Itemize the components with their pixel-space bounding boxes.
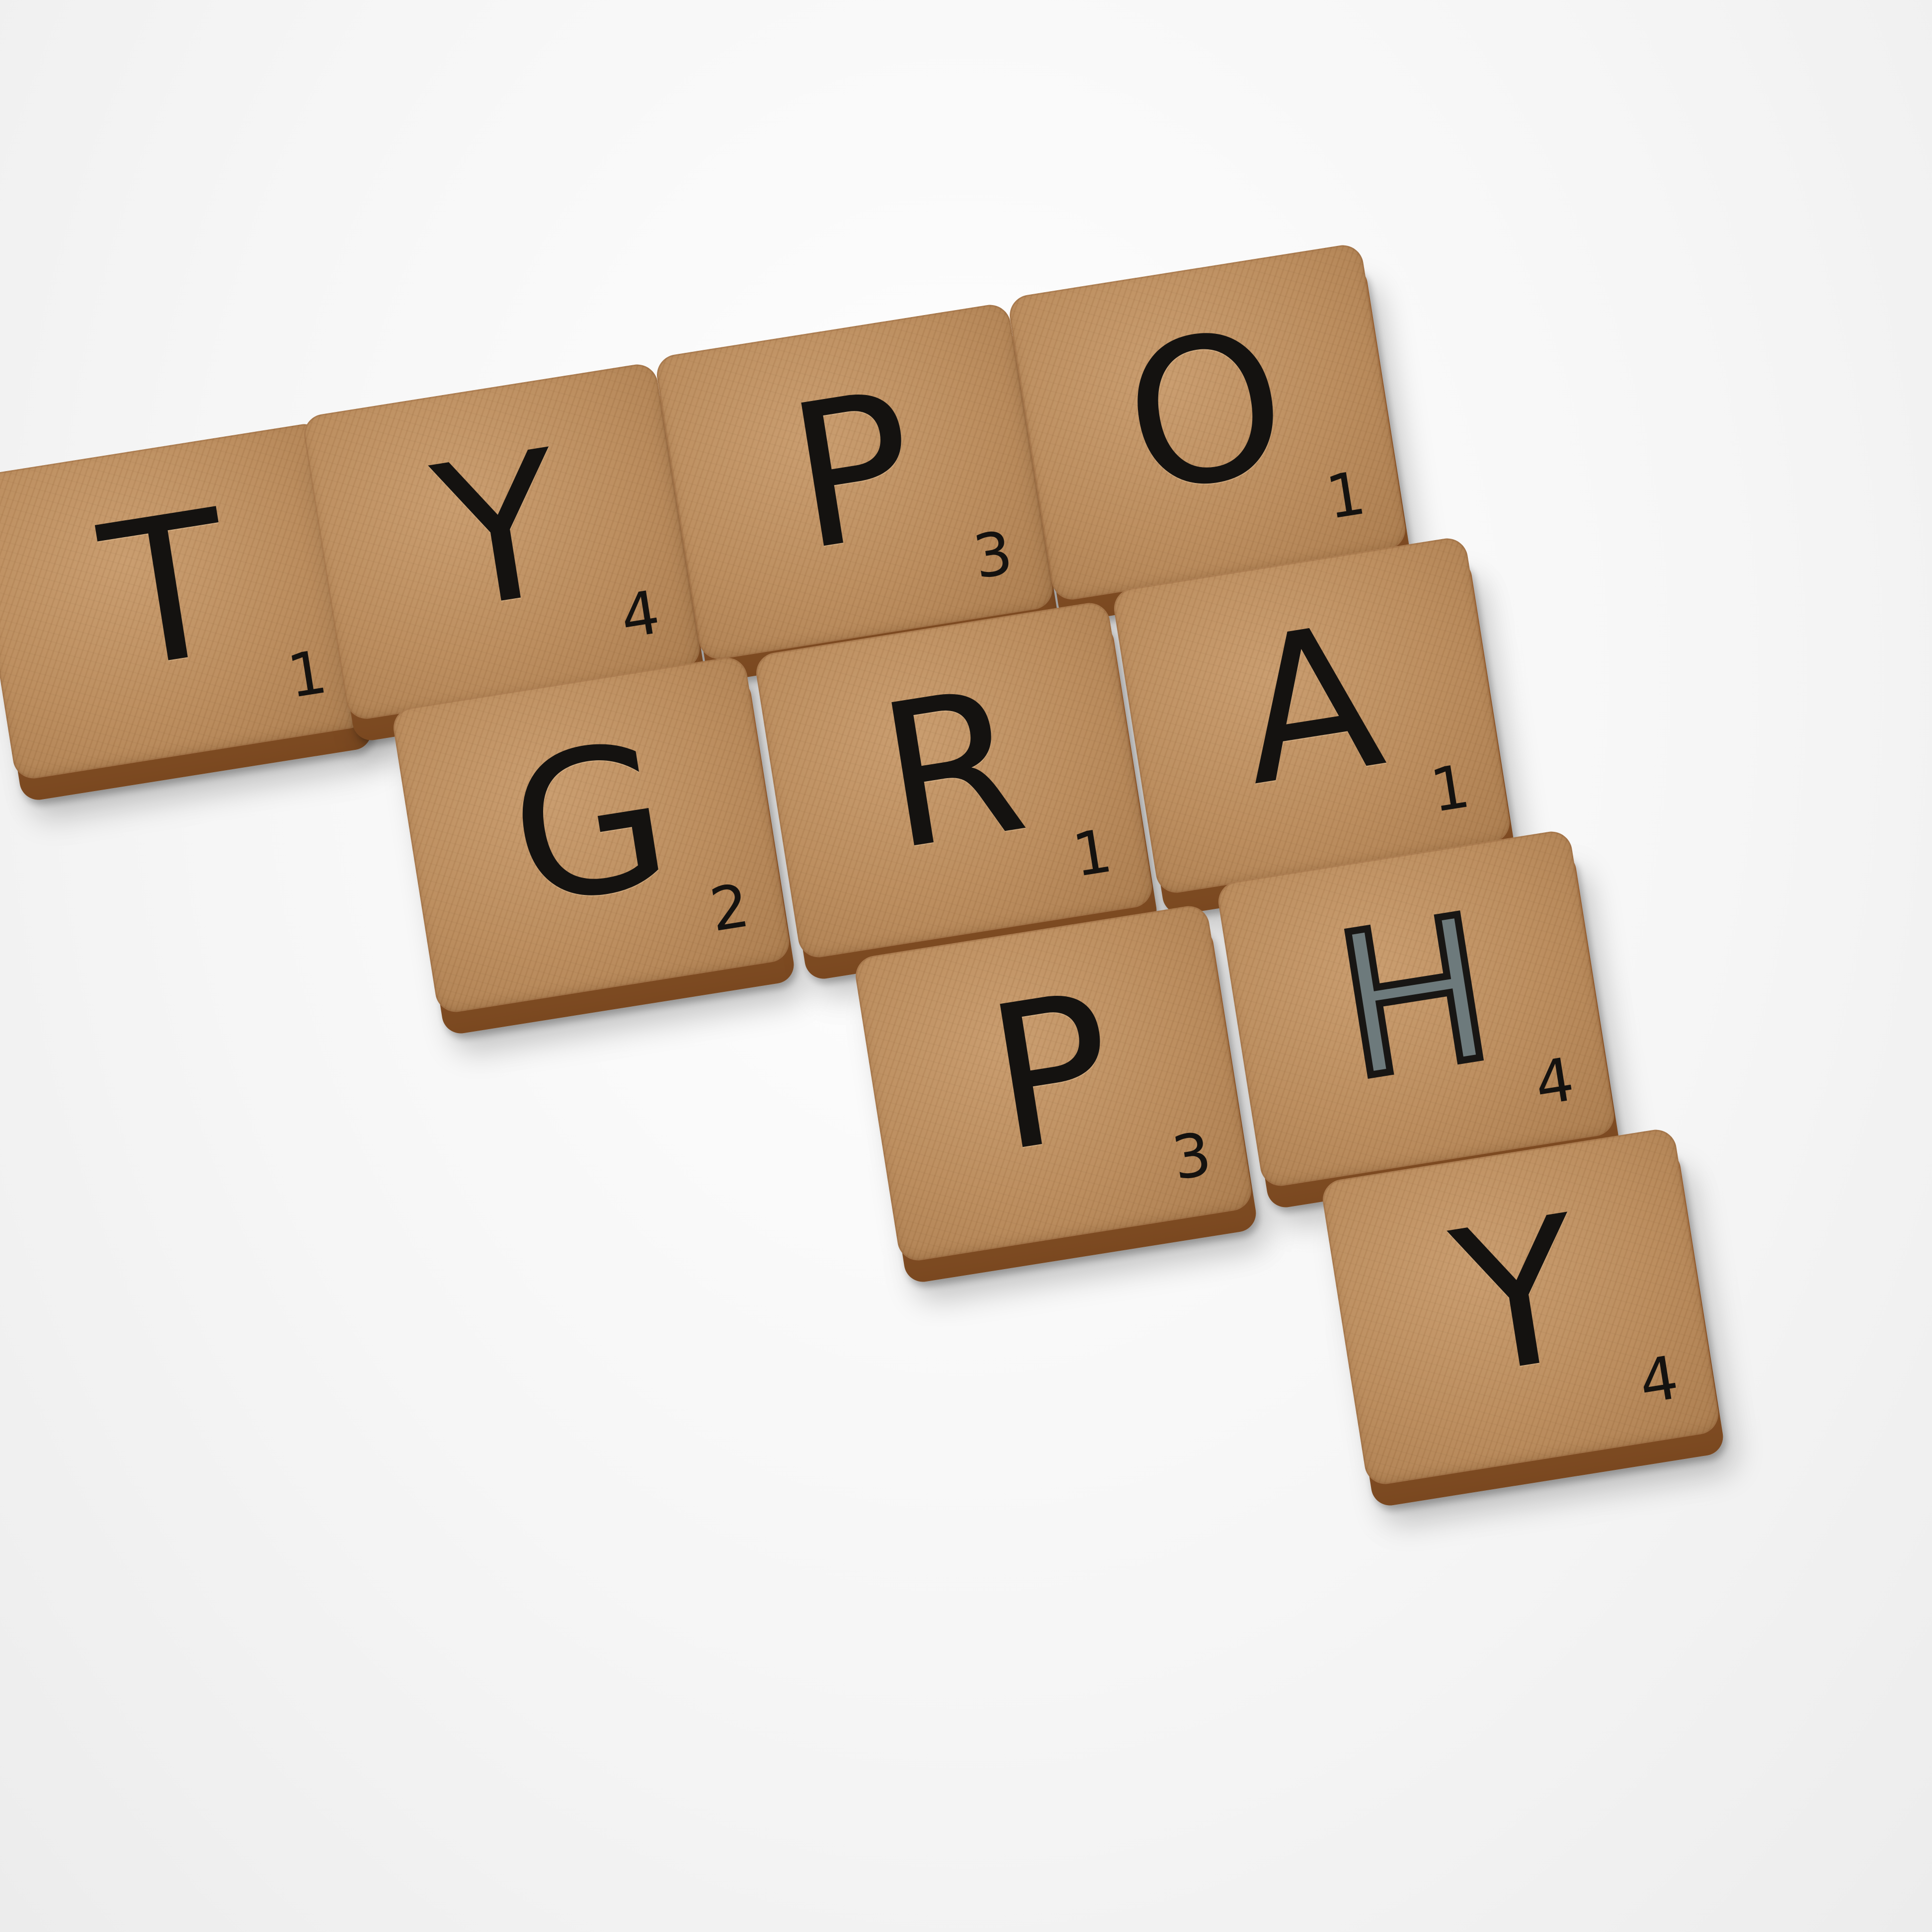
tile-h: H 4 — [1215, 828, 1621, 1210]
tile-face: R 1 — [753, 600, 1155, 961]
tile-face: Y 4 — [1319, 1127, 1722, 1487]
tile-a: A 1 — [1111, 535, 1517, 917]
tile-y-2: Y 4 — [1319, 1127, 1726, 1509]
tile-o: O 1 — [1006, 242, 1413, 624]
tile-p-2: P 3 — [852, 903, 1259, 1285]
tile-face: P 3 — [653, 302, 1056, 662]
tile-face: P 3 — [852, 903, 1255, 1264]
tile-y: Y 4 — [301, 361, 707, 743]
tile-face: A 1 — [1111, 535, 1513, 896]
tile-face: O 1 — [1006, 242, 1409, 603]
tile-face: H 4 — [1215, 828, 1617, 1189]
tile-r: R 1 — [753, 600, 1159, 982]
tile-face: G 2 — [390, 654, 793, 1015]
tile-p: P 3 — [653, 302, 1060, 684]
tile-g: G 2 — [390, 654, 797, 1037]
tile-face: Y 4 — [301, 361, 703, 722]
